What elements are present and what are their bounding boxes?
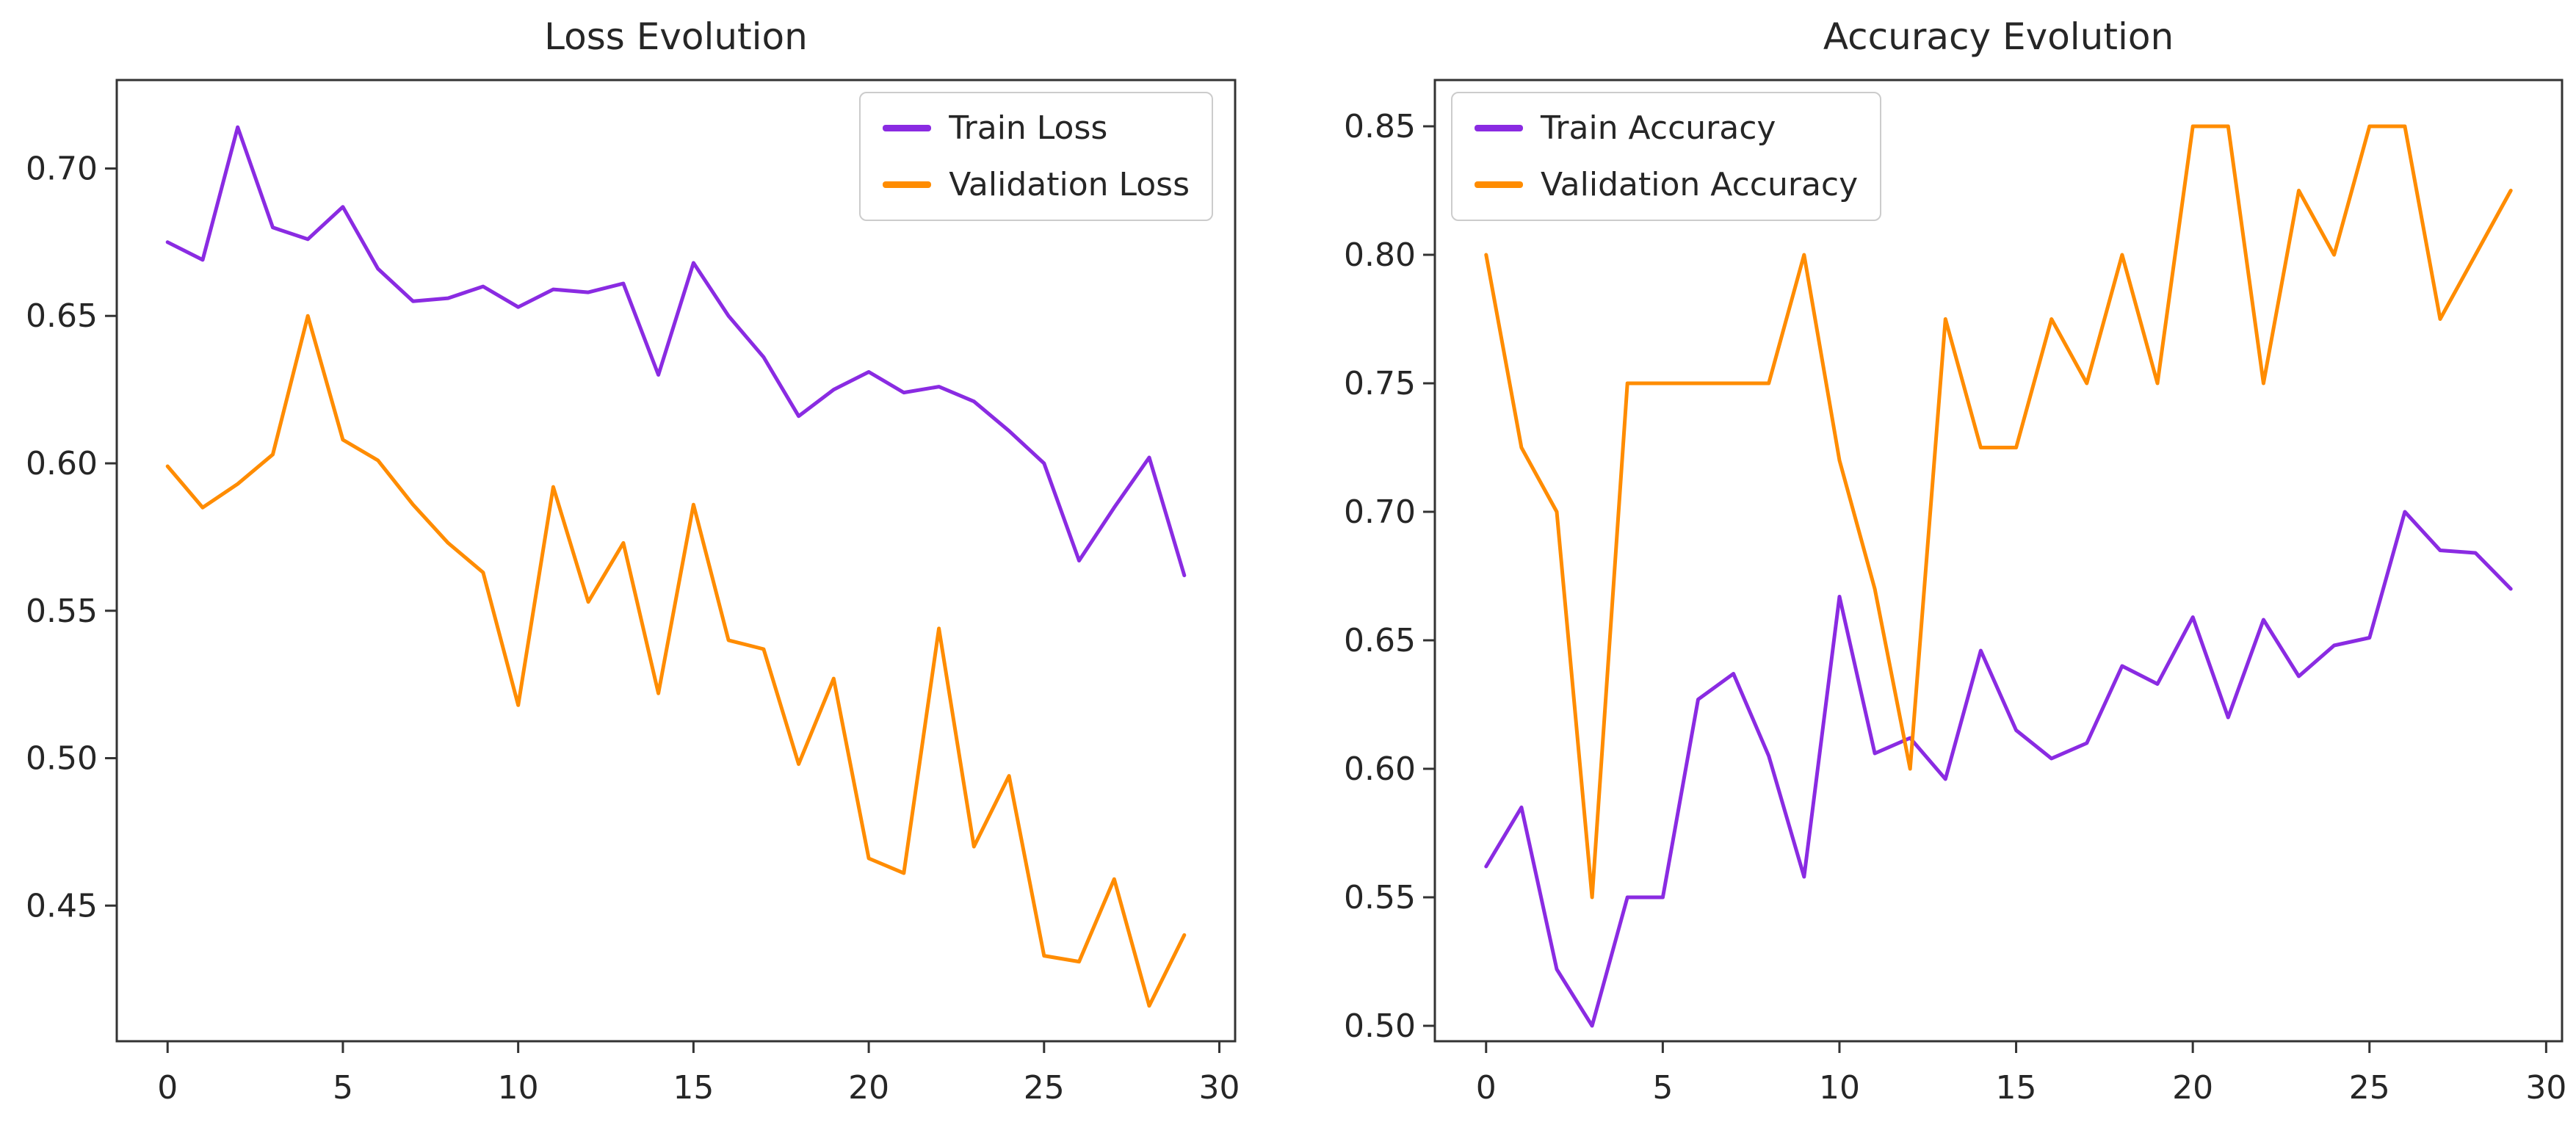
legend-label: Train Accuracy bbox=[1541, 109, 1776, 147]
loss-plot-area: 0 5 10 15 20 25 30 0.45 0.50 0.55 0.60 0.65 0.70 bbox=[26, 79, 1240, 1107]
train-loss-line bbox=[165, 125, 1187, 578]
x-tick-label: 15 bbox=[1996, 1069, 2037, 1107]
x-tick-label: 5 bbox=[333, 1069, 353, 1107]
legend-label: Validation Loss bbox=[949, 166, 1190, 203]
y-tick-label: 0.85 bbox=[1344, 108, 1416, 145]
x-tick-label: 25 bbox=[2349, 1069, 2390, 1107]
legend-label: Validation Accuracy bbox=[1541, 166, 1859, 203]
validation-loss-line bbox=[165, 314, 1187, 1008]
plot-box bbox=[115, 79, 1237, 1043]
accuracy-legend: Train Accuracy Validation Accuracy bbox=[1451, 92, 1882, 221]
y-tick-label: 0.65 bbox=[26, 297, 98, 335]
x-tick-label: 20 bbox=[2172, 1069, 2213, 1107]
y-tick-label: 0.75 bbox=[1344, 365, 1416, 402]
accuracy-chart-title: Accuracy Evolution bbox=[1823, 15, 2174, 58]
x-tick-label: 0 bbox=[1476, 1069, 1497, 1107]
x-tick-label: 30 bbox=[2525, 1069, 2566, 1107]
y-tick-label: 0.50 bbox=[1344, 1007, 1416, 1045]
y-tick-label: 0.65 bbox=[1344, 622, 1416, 659]
loss-legend: Train Loss Validation Loss bbox=[859, 92, 1213, 221]
validation-accuracy-line bbox=[1484, 124, 2513, 900]
x-tick-label: 0 bbox=[157, 1069, 178, 1107]
train-accuracy-line bbox=[1484, 510, 2513, 1028]
legend-row: Train Accuracy bbox=[1475, 109, 1858, 147]
x-tick-label: 5 bbox=[1652, 1069, 1673, 1107]
x-tick-label: 10 bbox=[1819, 1069, 1860, 1107]
y-tick-label: 0.55 bbox=[26, 593, 98, 630]
x-tick-label: 15 bbox=[673, 1069, 714, 1107]
plot-box bbox=[1433, 79, 2564, 1043]
legend-row: Train Loss bbox=[883, 109, 1190, 147]
x-tick-label: 30 bbox=[1199, 1069, 1240, 1107]
legend-swatch-icon bbox=[883, 181, 932, 188]
y-tick-label: 0.45 bbox=[26, 887, 98, 924]
legend-swatch-icon bbox=[1475, 125, 1523, 131]
y-tick-label: 0.50 bbox=[26, 740, 98, 778]
x-tick-label: 20 bbox=[848, 1069, 889, 1107]
loss-chart-title: Loss Evolution bbox=[544, 15, 808, 58]
legend-label: Train Loss bbox=[949, 109, 1108, 147]
y-tick-label: 0.80 bbox=[1344, 236, 1416, 274]
legend-row: Validation Accuracy bbox=[1475, 166, 1858, 203]
y-tick-label: 0.70 bbox=[1344, 493, 1416, 531]
accuracy-plot-area: 0 5 10 15 20 25 30 0.50 0.55 0.60 0.65 0.70 0.75 0.80… bbox=[1344, 79, 2566, 1107]
legend-swatch-icon bbox=[883, 125, 932, 131]
y-tick-label: 0.60 bbox=[1344, 750, 1416, 788]
y-tick-label: 0.70 bbox=[26, 150, 98, 187]
accuracy-subplot: Accuracy Evolution 0 5 10 15 20 25 30 0.50 0.55 0… bbox=[1288, 0, 2576, 1122]
loss-subplot: Loss Evolution 0 5 10 15 20 25 30 0.45 0.50 0.55 0… bbox=[26, 15, 1240, 1107]
x-tick-label: 25 bbox=[1024, 1069, 1065, 1107]
y-tick-label: 0.60 bbox=[26, 445, 98, 482]
y-tick-label: 0.55 bbox=[1344, 879, 1416, 916]
legend-swatch-icon bbox=[1475, 181, 1523, 188]
legend-row: Validation Loss bbox=[883, 166, 1190, 203]
x-tick-label: 10 bbox=[498, 1069, 539, 1107]
